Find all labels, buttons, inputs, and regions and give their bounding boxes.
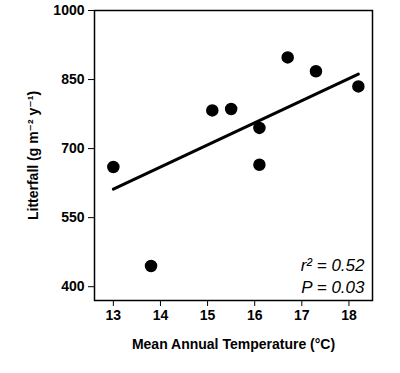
svg-text:400: 400	[61, 278, 85, 294]
svg-text:r² = 0.52: r² = 0.52	[301, 256, 365, 275]
svg-text:700: 700	[61, 140, 85, 156]
svg-text:550: 550	[61, 209, 85, 225]
svg-text:16: 16	[247, 307, 263, 323]
svg-text:17: 17	[294, 307, 310, 323]
svg-text:15: 15	[200, 307, 216, 323]
svg-text:Litterfall (g m⁻² y⁻¹): Litterfall (g m⁻² y⁻¹)	[25, 91, 41, 220]
svg-text:1000: 1000	[53, 2, 84, 18]
svg-text:850: 850	[61, 71, 85, 87]
svg-text:14: 14	[153, 307, 169, 323]
svg-text:18: 18	[341, 307, 357, 323]
svg-text:Mean Annual Temperature (°C): Mean Annual Temperature (°C)	[132, 336, 335, 352]
svg-text:13: 13	[106, 307, 122, 323]
svg-text:P = 0.03: P = 0.03	[301, 278, 365, 297]
